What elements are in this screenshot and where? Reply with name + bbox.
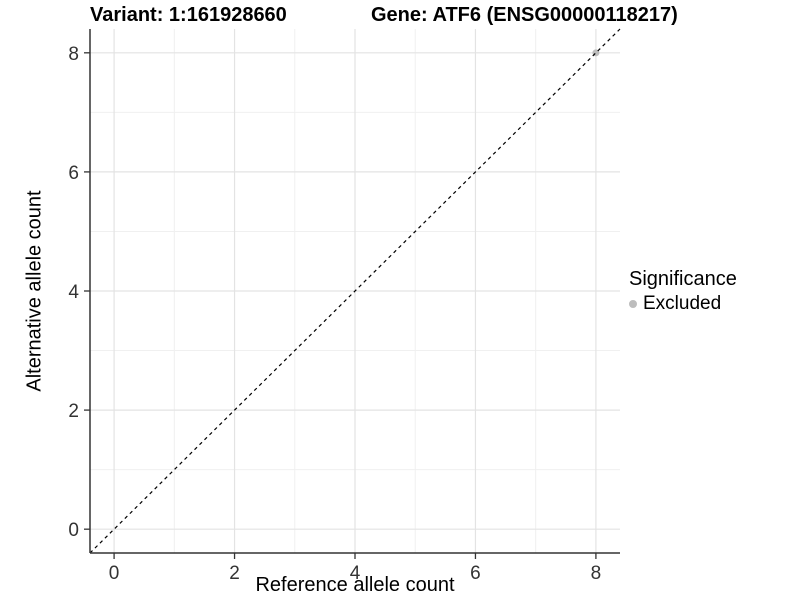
- y-tick-label: 6: [68, 163, 79, 184]
- y-tick-label: 0: [68, 520, 79, 541]
- identity-line: [89, 28, 621, 554]
- y-axis-title: Alternative allele count: [23, 190, 46, 392]
- y-tick-label: 4: [68, 282, 79, 303]
- y-tick-label: 2: [68, 401, 79, 422]
- plot-title-variant: Variant: 1:161928660: [90, 4, 287, 26]
- legend: Significance Excluded: [629, 268, 737, 315]
- x-tick-label: 8: [591, 563, 602, 584]
- x-axis-title: Reference allele count: [255, 574, 455, 596]
- y-tick-label: 8: [68, 44, 79, 65]
- legend-title: Significance: [629, 268, 737, 290]
- legend-item-excluded: Excluded: [629, 293, 737, 315]
- legend-item-label: Excluded: [643, 293, 722, 314]
- legend-point-icon: [629, 300, 637, 308]
- x-tick-label: 6: [470, 563, 481, 584]
- x-tick-label: 2: [229, 563, 240, 584]
- x-tick-label: 4: [350, 563, 361, 584]
- x-tick-label: 0: [109, 563, 120, 584]
- plot-title-gene: Gene: ATF6 (ENSG00000118217): [371, 4, 678, 26]
